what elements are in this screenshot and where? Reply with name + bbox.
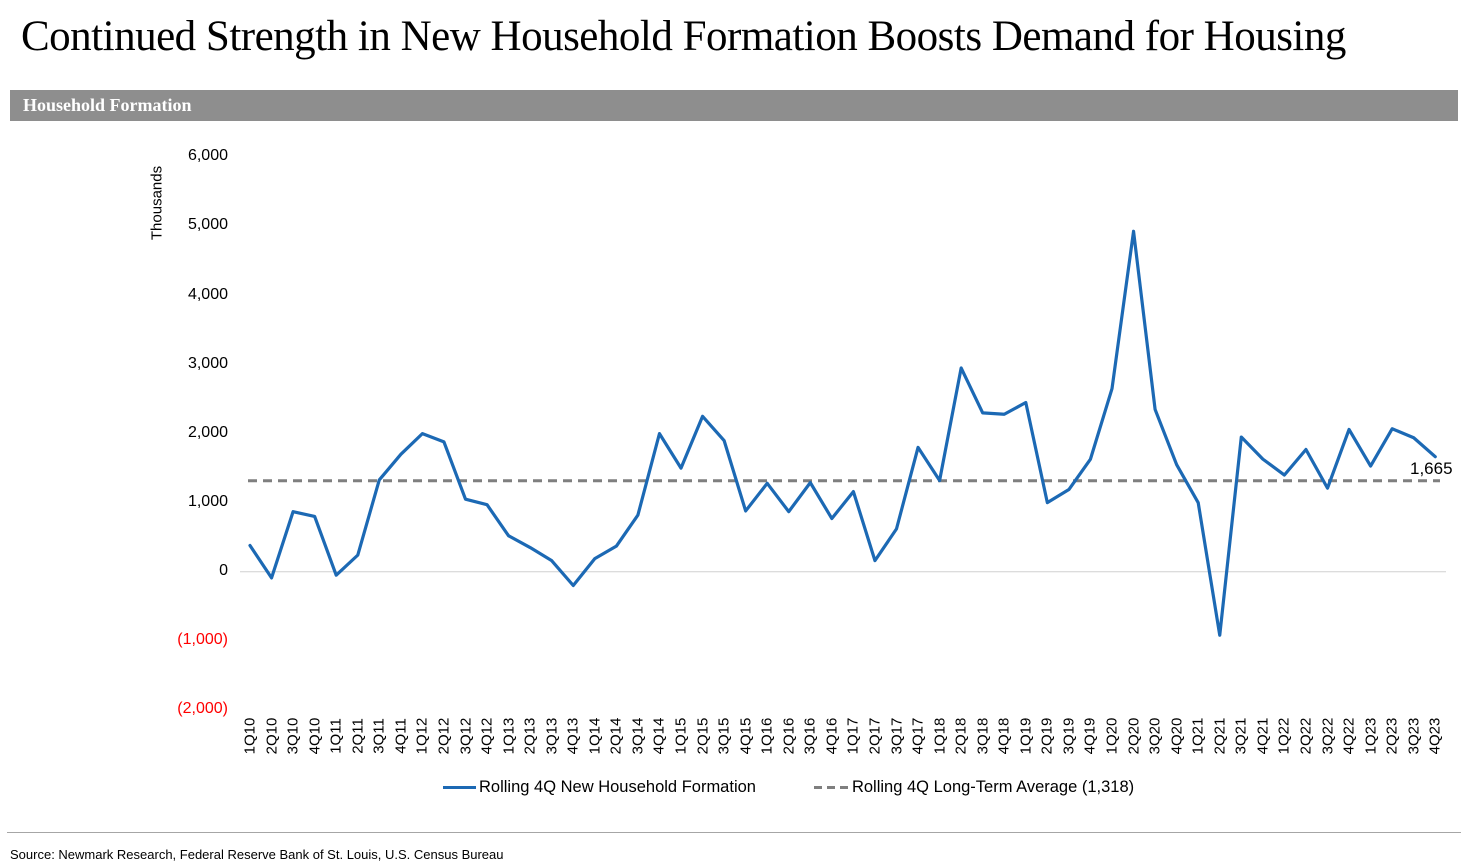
series-line	[248, 229, 1437, 637]
y-tick-label: 0	[219, 561, 228, 579]
legend-average-label: Rolling 4Q Long-Term Average (1,318)	[851, 778, 1135, 796]
legend: Rolling 4Q New Household Formation Rolli…	[443, 778, 1134, 797]
divider	[7, 832, 1461, 833]
section-header: Household Formation	[10, 90, 1458, 121]
last-value-label: 1,665	[1410, 459, 1453, 478]
page-title: Continued Strength in New Household Form…	[21, 13, 1346, 60]
y-tick-label: 3,000	[187, 354, 228, 372]
legend-line-swatch-icon	[443, 785, 476, 790]
y-tick-label: 1,000	[187, 492, 228, 510]
y-tick-label: 5,000	[187, 216, 228, 234]
legend-average-item: Rolling 4Q Long-Term Average (1,318)	[813, 778, 1135, 797]
y-tick-label: 6,000	[187, 147, 228, 165]
y-tick-label: (2,000)	[177, 699, 228, 717]
legend-dash-swatch-icon	[813, 785, 848, 790]
y-tick-label: (1,000)	[177, 630, 228, 648]
y-tick-label: 2,000	[187, 423, 228, 441]
legend-series-item: Rolling 4Q New Household Formation	[443, 778, 756, 797]
legend-series-label: Rolling 4Q New Household Formation	[479, 778, 756, 796]
y-tick-label: 4,000	[187, 285, 228, 303]
source-note: Source: Newmark Research, Federal Reserv…	[10, 847, 504, 862]
